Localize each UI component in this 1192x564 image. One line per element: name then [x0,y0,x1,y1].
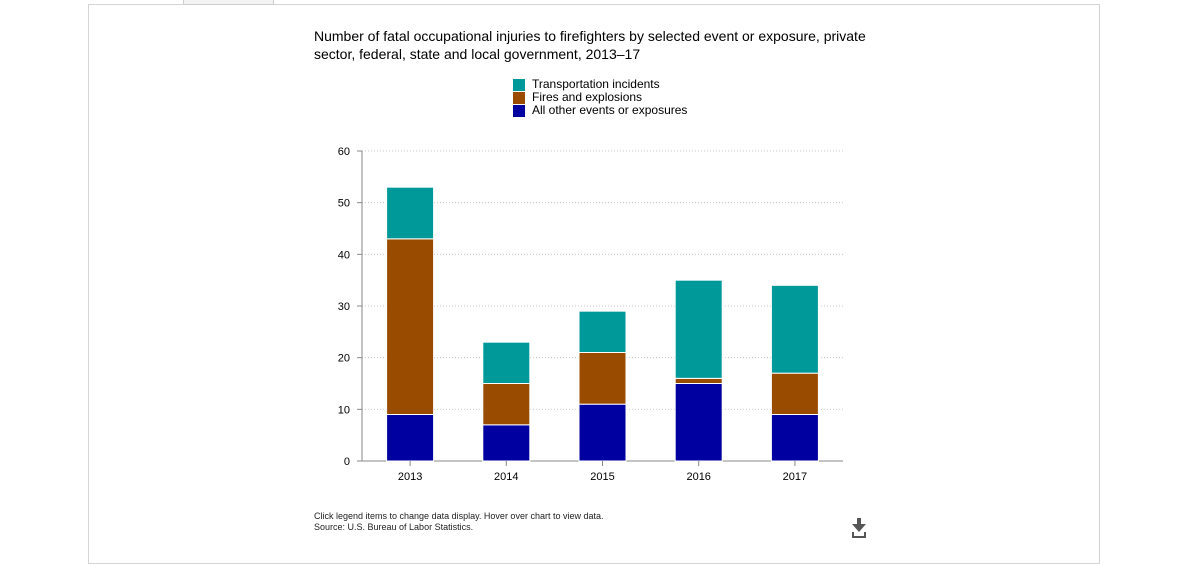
bar-2013-series-1[interactable]: Fires and explosions 2013: 34 [386,238,435,415]
bar-2015-series-1[interactable]: Fires and explosions 2015: 10 [578,352,627,405]
x-tick-label-2014: 2014 [494,471,518,483]
footnote-source: Source: U.S. Bureau of Labor Statistics. [314,522,474,532]
y-tick-label-50: 50 [338,198,350,210]
bar-2016-series-0[interactable]: All other events or exposures 2016: 15 [674,383,723,462]
x-tick-label-2013: 2013 [398,471,422,483]
legend-item-other[interactable]: All other events or exposures [513,104,687,117]
bar-2014-series-1[interactable]: Fires and explosions 2014: 8 [482,383,531,426]
chart-frame [88,4,1100,564]
chart-title: Number of fatal occupational injuries to… [314,28,866,62]
legend-swatch-other [513,104,525,117]
bar-2013-series-0[interactable]: All other events or exposures 2013: 9 [386,414,435,462]
bar-2013-series-2[interactable]: Transportation incidents 2013: 10 [386,186,435,240]
x-tick-label-2015: 2015 [590,471,614,483]
legend-label-fires: Fires and explosions [532,90,643,104]
download-button[interactable] [846,514,872,540]
y-tick-label-60: 60 [338,146,350,158]
bar-2017-series-2[interactable]: Transportation incidents 2017: 17 [770,284,819,374]
y-tick-label-20: 20 [338,353,350,365]
y-tick-label-10: 10 [338,404,350,416]
bar-2016-series-2[interactable]: Transportation incidents 2016: 19 [674,279,723,379]
bar-2017-series-1[interactable]: Fires and explosions 2017: 8 [770,372,819,415]
bar-2014-series-0[interactable]: All other events or exposures 2014: 7 [482,424,531,462]
chart-legend: Transportation incidents Fires and explo… [513,78,687,117]
tab-stub[interactable] [183,0,274,5]
bar-2014-series-2[interactable]: Transportation incidents 2014: 8 [482,341,531,384]
bar-2015-series-0[interactable]: All other events or exposures 2015: 11 [578,403,627,462]
footnote-instructions: Click legend items to change data displa… [314,511,604,521]
legend-item-fires[interactable]: Fires and explosions [513,91,687,104]
legend-swatch-transportation [513,78,525,91]
y-tick-label-40: 40 [338,249,350,261]
legend-item-transportation[interactable]: Transportation incidents [513,78,687,91]
bar-2016-series-1[interactable]: Fires and explosions 2016: 1 [674,377,723,385]
y-tick-label-30: 30 [338,301,350,313]
legend-swatch-fires [513,91,525,104]
legend-label-other: All other events or exposures [532,103,688,117]
bar-2017-series-0[interactable]: All other events or exposures 2017: 9 [770,414,819,462]
legend-label-transportation: Transportation incidents [532,77,660,91]
x-tick-label-2017: 2017 [783,471,807,483]
bar-2015-series-2[interactable]: Transportation incidents 2015: 8 [578,310,627,353]
y-tick-label-0: 0 [344,456,350,468]
x-tick-label-2016: 2016 [686,471,710,483]
download-icon [852,518,866,538]
stacked-bar-chart[interactable]: 0 10 20 30 40 50 60 All other events or exposur… [0,0,1192,540]
chart-footnote: Click legend items to change data displa… [314,511,603,533]
